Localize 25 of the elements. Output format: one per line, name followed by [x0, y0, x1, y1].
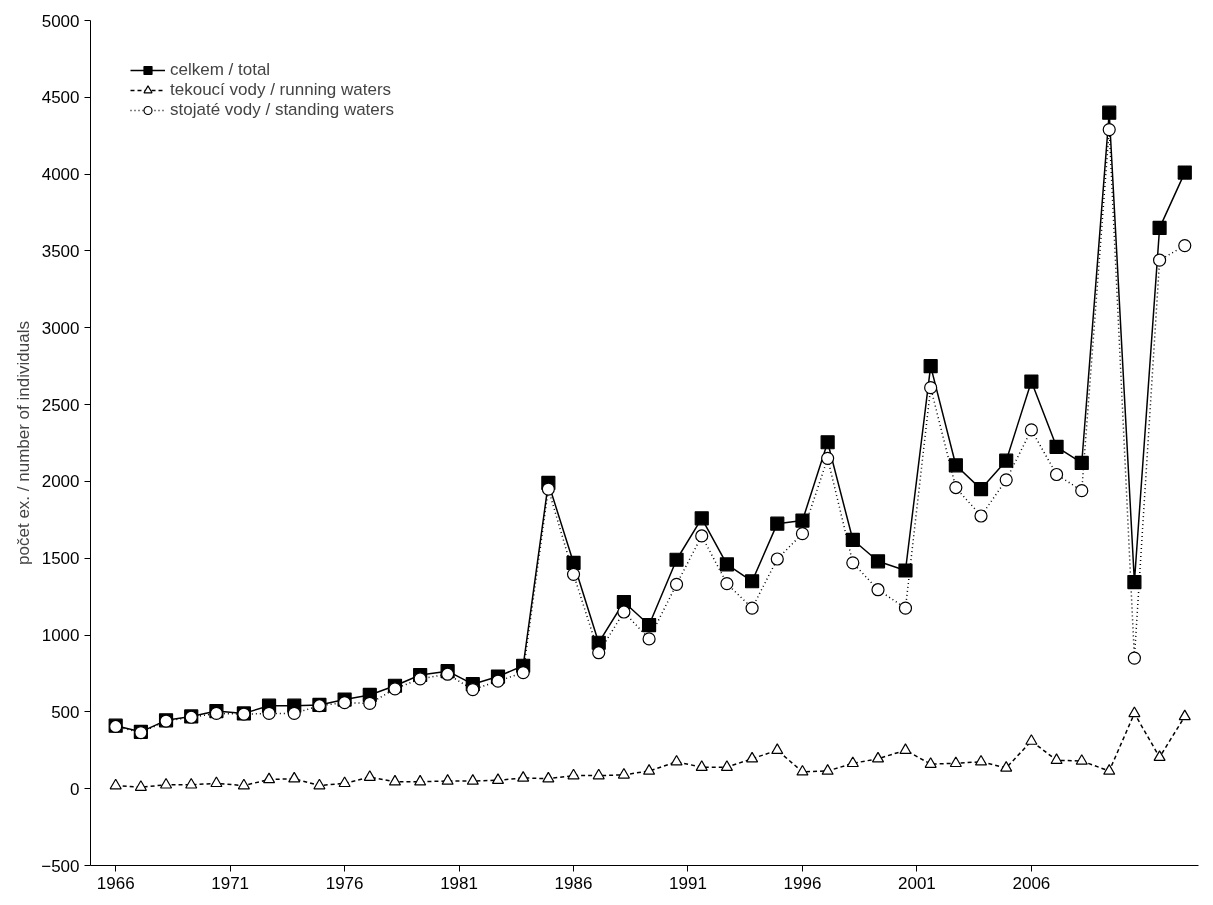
x-tick-label: 1971	[211, 873, 250, 893]
x-tick-label: 2006	[1012, 873, 1051, 893]
x-tick-label: 1966	[96, 873, 135, 893]
x-tick-label: 1996	[783, 873, 822, 893]
y-tick-label: 3000	[41, 318, 80, 338]
legend-label: stojaté vody / standing waters	[170, 100, 394, 120]
y-tick-label: 2500	[41, 395, 80, 415]
y-tick-label: −500	[41, 856, 80, 876]
y-tick-label: 0	[70, 779, 80, 799]
y-axis-title: počet ex. / number of individuals	[14, 321, 34, 565]
y-tick-label: 4000	[41, 165, 80, 185]
y-tick-label: 3500	[41, 241, 80, 261]
x-tick-label: 1986	[554, 873, 593, 893]
y-tick-label: 2000	[41, 472, 80, 492]
x-tick-label: 1991	[669, 873, 707, 893]
x-tick-label: 2001	[898, 873, 936, 893]
legend-label: celkem / total	[170, 60, 271, 80]
y-tick-label: 1500	[41, 549, 80, 569]
y-tick-label: 1000	[41, 626, 80, 646]
y-tick-label: 5000	[41, 11, 80, 31]
legend-label: tekoucí vody / running waters	[170, 80, 392, 100]
x-tick-label: 1976	[325, 873, 364, 893]
x-tick-label: 1981	[440, 873, 478, 893]
y-tick-label: 500	[51, 702, 80, 722]
y-tick-label: 4500	[41, 88, 80, 108]
